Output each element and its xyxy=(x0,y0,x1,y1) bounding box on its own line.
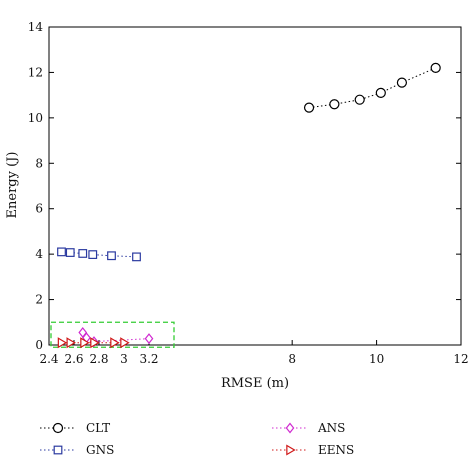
data-point-eens xyxy=(90,337,100,349)
legend: CLT GNS ANS EENS xyxy=(40,421,354,457)
series-layer xyxy=(57,62,441,349)
highlight-box xyxy=(50,321,175,348)
data-point-clt xyxy=(430,62,441,73)
legend-marker-clt xyxy=(52,422,64,434)
data-point-gns xyxy=(88,250,98,259)
data-point-gns xyxy=(57,247,66,257)
x-tick-label: 10 xyxy=(369,352,384,366)
series-gns xyxy=(57,247,141,262)
y-tick-label: 14 xyxy=(28,20,44,34)
data-point-ans xyxy=(144,333,154,345)
y-axis-title: Energy (J) xyxy=(5,152,20,219)
data-point-clt xyxy=(303,102,315,113)
x-tick-label: 12 xyxy=(453,352,468,366)
data-point-eens xyxy=(110,337,120,349)
y-tick-label: 0 xyxy=(35,338,43,352)
legend-label-ans: ANS xyxy=(317,421,345,435)
data-point-clt xyxy=(329,99,340,110)
data-point-eens xyxy=(57,337,68,349)
x-tick-label: 2.6 xyxy=(64,352,83,366)
y-tick-label: 6 xyxy=(35,202,43,216)
x-tick-label: 3 xyxy=(120,352,128,366)
legend-marker-gns xyxy=(53,445,63,455)
series-clt xyxy=(303,62,441,113)
y-tick-label: 4 xyxy=(35,247,43,261)
y-tick-label: 12 xyxy=(28,65,43,79)
legend-marker-ans xyxy=(285,422,295,434)
legend-item-gns: GNS xyxy=(40,443,114,457)
x-axis-title: RMSE (m) xyxy=(221,376,289,391)
x-tick-label: 2.4 xyxy=(39,352,58,366)
series-line-clt xyxy=(308,67,436,109)
legend-label-gns: GNS xyxy=(86,443,114,457)
y-tick-label: 2 xyxy=(35,293,43,307)
legend-label-clt: CLT xyxy=(86,421,110,435)
y-tick-label: 8 xyxy=(35,156,43,170)
data-point-eens xyxy=(80,337,90,349)
data-point-gns xyxy=(132,252,141,262)
data-point-clt xyxy=(375,87,386,98)
legend-item-ans: ANS xyxy=(272,421,345,435)
legend-marker-eens xyxy=(286,444,296,456)
data-point-eens xyxy=(66,337,76,349)
x-tick-label: 8 xyxy=(288,352,296,366)
y-tick-label: 10 xyxy=(28,111,43,125)
x-tick-label: 3.2 xyxy=(139,352,158,366)
data-point-gns xyxy=(78,249,88,258)
data-point-gns xyxy=(65,248,75,257)
legend-item-eens: EENS xyxy=(272,443,354,457)
legend-item-clt: CLT xyxy=(40,421,110,435)
plot-frame xyxy=(48,26,462,346)
axes-layer: 0 2 4 6 8 10 12 14 2.4 2.6 2.8 3 3.2 8 10 12 xyxy=(28,20,469,366)
series-eens xyxy=(57,337,130,349)
x-tick-label: 2.8 xyxy=(89,352,108,366)
legend-label-eens: EENS xyxy=(318,443,354,457)
data-point-clt xyxy=(396,77,408,88)
data-point-clt xyxy=(354,94,365,105)
data-point-eens xyxy=(120,337,130,349)
data-point-gns xyxy=(107,251,116,261)
